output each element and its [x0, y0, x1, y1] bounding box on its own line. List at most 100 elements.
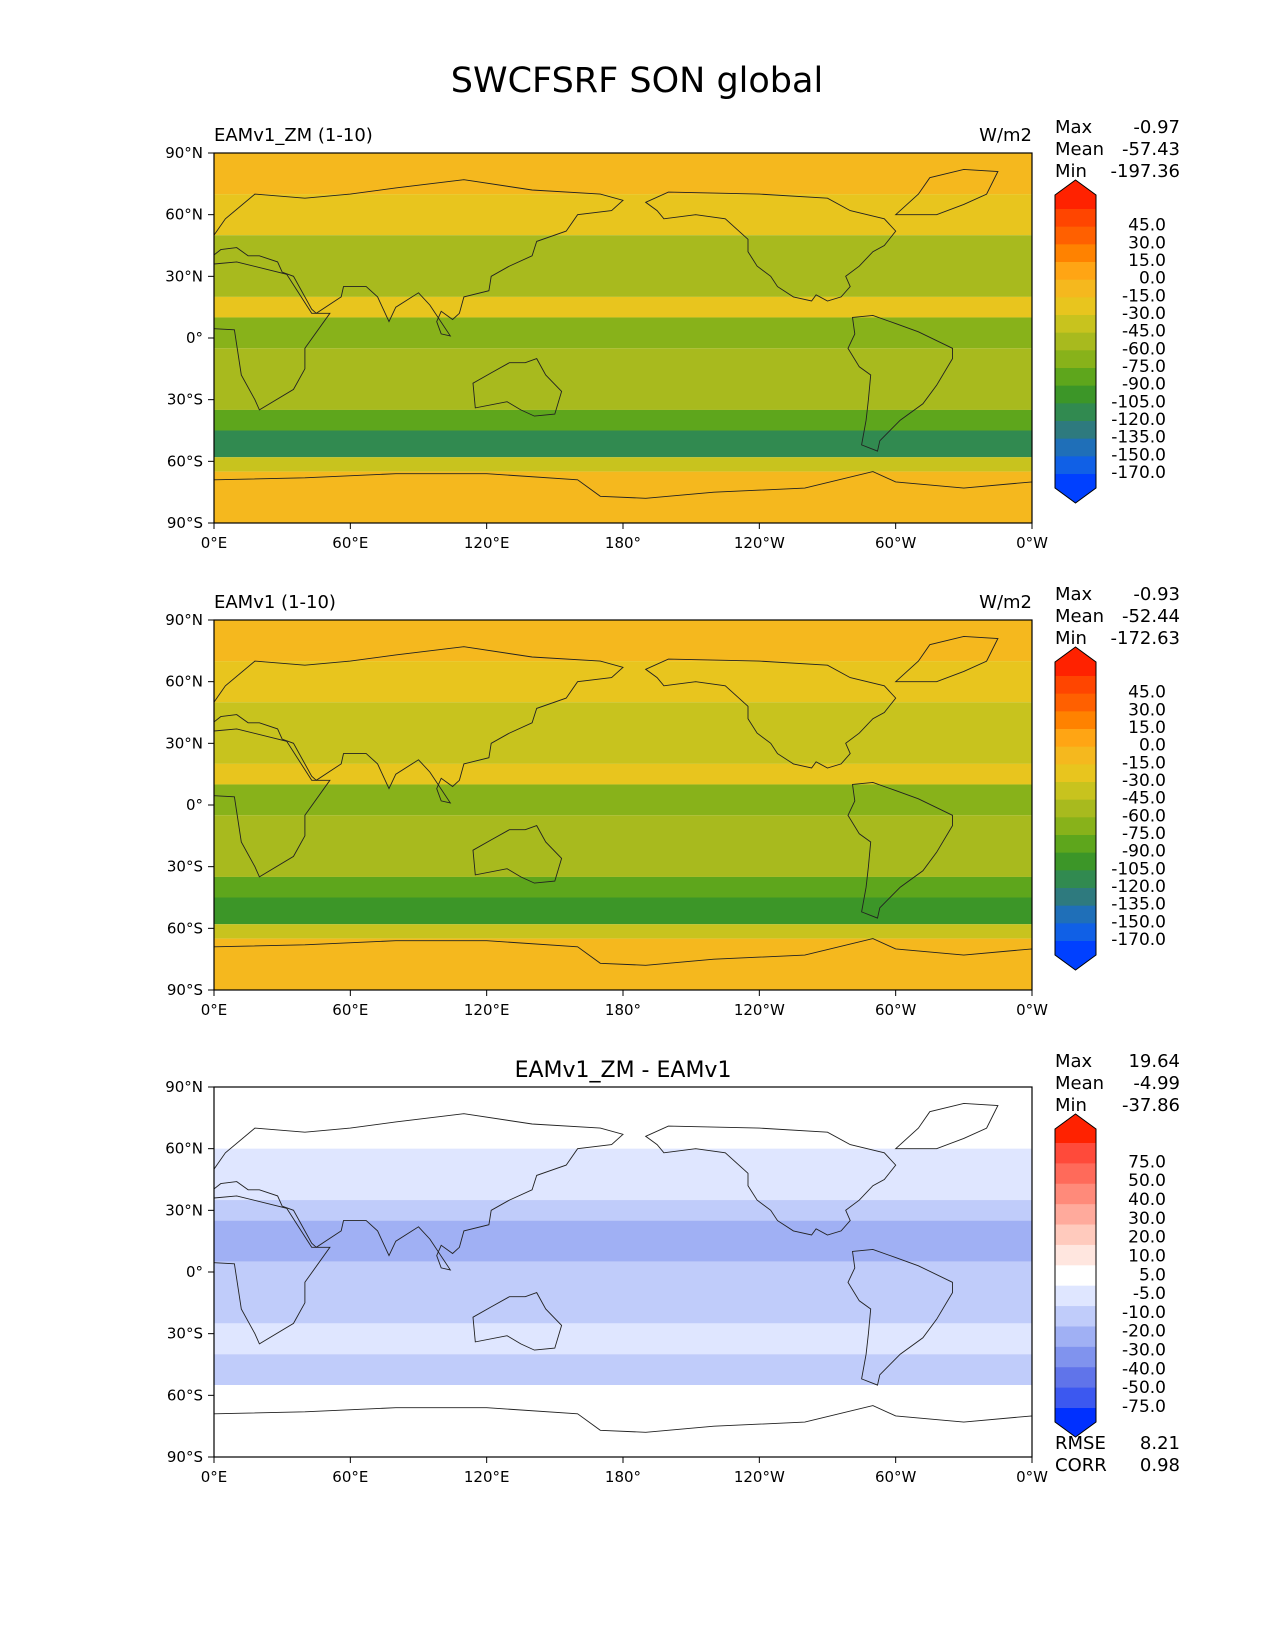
coastline-eurasia: [214, 179, 624, 337]
coastline-north-america: [644, 191, 897, 302]
colorbar-segment: [1055, 799, 1096, 818]
field-band: [214, 235, 1032, 297]
colorbar-segment: [1055, 764, 1096, 783]
field-band: [214, 317, 1032, 349]
map-panel-1: 90°N 60°N 30°N 0° 30°S 60°S 90°S 0°E 60°E 120°E 18…: [165, 117, 1180, 552]
lat-tick-label: 90°S: [167, 981, 203, 999]
colorbar-label: 30.0: [1128, 1209, 1166, 1229]
panels: 90°N 60°N 30°N 0° 30°S 60°S 90°S 0°E 60°E 120°E 18…: [165, 117, 1180, 1486]
panel-units: W/m2: [979, 125, 1032, 146]
lon-tick-label: 0°W: [1016, 534, 1048, 552]
stat-name: Min: [1055, 161, 1087, 182]
colorbar-max-extension: [1055, 1114, 1096, 1143]
lon-tick-label: 180°: [605, 1001, 641, 1019]
lon-tick-label: 180°: [605, 534, 641, 552]
colorbar-segment: [1055, 368, 1096, 387]
colorbar-label: -75.0: [1122, 824, 1166, 844]
lon-tick-label: 60°E: [332, 1468, 368, 1486]
panel-label-left: EAMv1 (1-10): [214, 592, 336, 613]
colorbar-label: -105.0: [1111, 859, 1166, 879]
colorbar-segment: [1055, 226, 1096, 245]
stat-name: Min: [1055, 1095, 1087, 1116]
lat-tick-label: 30°S: [167, 1325, 203, 1343]
figure-title: SWCFSRF SON global: [451, 61, 823, 101]
coastline-australia: [472, 1292, 563, 1351]
colorbar-segment: [1055, 676, 1096, 695]
lat-tick-label: 90°S: [167, 514, 203, 532]
coastline-eurasia: [214, 646, 624, 804]
stat-value: -4.99: [1133, 1073, 1180, 1094]
colorbar-outline: [1054, 1113, 1097, 1438]
colorbar-segment: [1055, 421, 1096, 440]
stat-name: Max: [1055, 584, 1093, 605]
extra-stat-value: 8.21: [1140, 1433, 1180, 1454]
colorbar-label: 5.0: [1139, 1265, 1166, 1285]
colorbar-label: -10.0: [1122, 1303, 1166, 1323]
coastline-eurasia: [214, 1113, 624, 1271]
colorbar: 45.030.015.00.0-15.0-30.0-45.0-60.0-75.0…: [1054, 646, 1166, 971]
colorbar-segment: [1055, 456, 1096, 475]
field-band: [214, 296, 1032, 318]
lon-tick-label: 120°E: [464, 534, 510, 552]
lon-tick-label: 120°E: [464, 1001, 510, 1019]
lat-tick-label: 30°S: [167, 858, 203, 876]
colorbar-min-extension: [1055, 1408, 1096, 1437]
lon-tick-label: 0°E: [201, 1001, 228, 1019]
coastline-antarctica: [214, 1405, 1032, 1457]
stat-name: Max: [1055, 1051, 1093, 1072]
colorbar-label: 75.0: [1128, 1152, 1166, 1172]
colorbar-segment: [1055, 693, 1096, 712]
lon-tick-label: 120°W: [734, 534, 785, 552]
field-band: [214, 702, 1032, 764]
coastline-antarctica: [214, 938, 1032, 990]
colorbar-segment: [1055, 835, 1096, 854]
colorbar-label: 0.0: [1139, 736, 1166, 756]
lon-tick-label: 60°W: [875, 534, 917, 552]
stat-value: -57.43: [1122, 139, 1180, 160]
lat-tick-label: 0°: [186, 329, 203, 347]
colorbar-label: -60.0: [1122, 339, 1166, 359]
colorbar-segment: [1055, 1204, 1096, 1226]
field-band: [214, 153, 1032, 195]
stat-name: Mean: [1055, 606, 1104, 627]
colorbar-label: -30.0: [1122, 1341, 1166, 1361]
colorbar-label: -30.0: [1122, 304, 1166, 324]
colorbar-segment: [1055, 782, 1096, 801]
stat-value: -0.97: [1133, 117, 1180, 138]
colorbar-label: -60.0: [1122, 806, 1166, 826]
colorbar-segment: [1055, 403, 1096, 422]
coastline-north-america: [644, 658, 897, 769]
colorbar-segment: [1055, 1326, 1096, 1348]
lat-tick-label: 0°: [186, 1263, 203, 1281]
colorbar-segment: [1055, 729, 1096, 748]
stat-name: Mean: [1055, 139, 1104, 160]
extra-stat-name: CORR: [1055, 1455, 1107, 1476]
coastline-north-america: [644, 1125, 897, 1236]
colorbar-segment: [1055, 1387, 1096, 1409]
lon-tick-label: 0°W: [1016, 1468, 1048, 1486]
colorbar-segment: [1055, 1163, 1096, 1185]
coastline-south-america: [847, 314, 953, 452]
field-band: [214, 430, 1032, 458]
colorbar-segment: [1055, 1143, 1096, 1164]
colorbar-label: -20.0: [1122, 1322, 1166, 1342]
colorbar-segment: [1055, 297, 1096, 316]
colorbar-segment: [1055, 870, 1096, 889]
colorbar-segment: [1055, 746, 1096, 765]
colorbar-segment: [1055, 262, 1096, 281]
colorbar-label: -150.0: [1111, 445, 1166, 465]
map-field: [214, 620, 1032, 990]
colorbar-label: 15.0: [1128, 251, 1166, 271]
lat-tick-label: 30°N: [165, 267, 203, 285]
coastline-africa: [214, 1195, 331, 1345]
colorbar-label: -105.0: [1111, 392, 1166, 412]
colorbar-segment: [1055, 1265, 1096, 1287]
colorbar-segment: [1055, 1244, 1096, 1266]
colorbar-label: 15.0: [1128, 718, 1166, 738]
lat-tick-label: 90°N: [165, 1078, 203, 1096]
lon-tick-label: 0°W: [1016, 1001, 1048, 1019]
colorbar-outline: [1054, 646, 1097, 971]
coastline-south-america: [847, 1248, 953, 1386]
lon-tick-label: 0°E: [201, 534, 228, 552]
colorbar-segment: [1055, 279, 1096, 298]
